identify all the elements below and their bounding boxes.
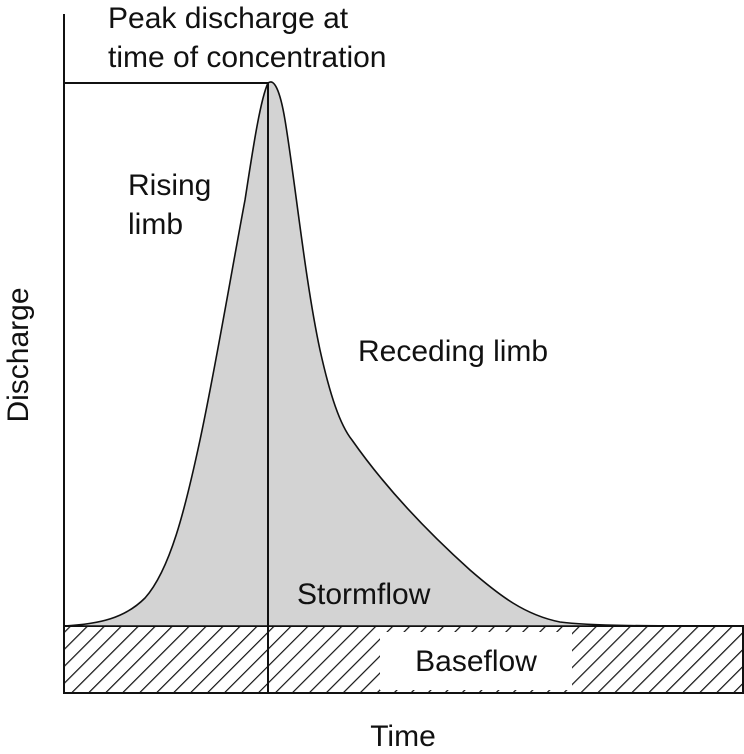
x-axis-label: Time bbox=[370, 720, 436, 753]
peak-label-line1: Peak discharge at bbox=[108, 2, 349, 35]
y-axis-label: Discharge bbox=[2, 287, 35, 422]
rising-limb-label-line2: limb bbox=[128, 208, 183, 241]
receding-limb-label: Receding limb bbox=[358, 335, 548, 368]
baseflow-label-box bbox=[380, 632, 572, 690]
baseflow-label: Baseflow bbox=[415, 645, 537, 678]
stormflow-area bbox=[63, 81, 744, 627]
peak-label-line2: time of concentration bbox=[108, 41, 386, 74]
stormflow-label: Stormflow bbox=[297, 578, 431, 611]
rising-limb-label-line1: Rising bbox=[128, 169, 211, 202]
